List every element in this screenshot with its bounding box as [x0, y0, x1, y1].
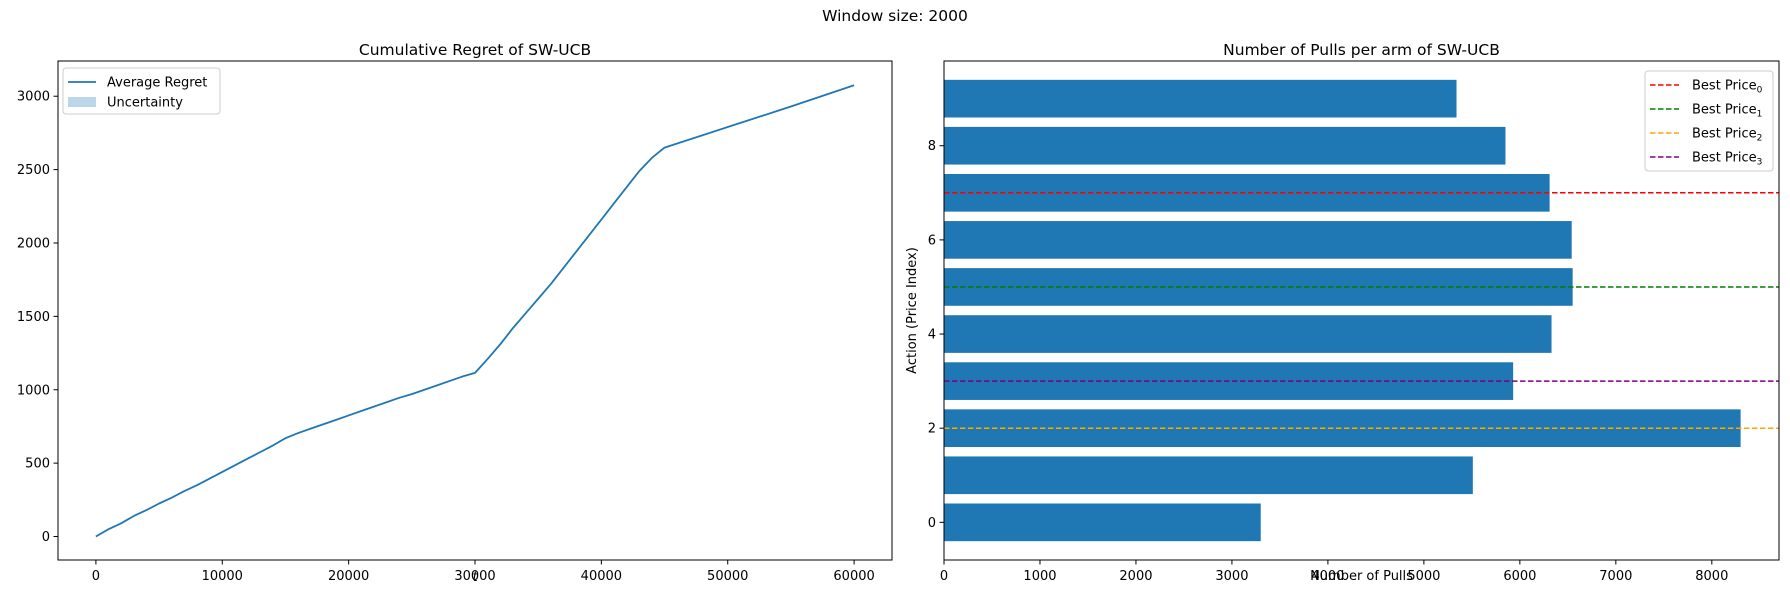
pulls-x-axis-label: Number of Pulls — [1310, 569, 1413, 584]
y-tick-label: 3000 — [17, 90, 50, 105]
regret-chart-title: Cumulative Regret of SW-UCB — [359, 41, 591, 59]
y-tick-label: 1500 — [17, 310, 50, 325]
legend-label-subscript: 0 — [1757, 86, 1763, 96]
y-tick-label: 2 — [928, 422, 936, 437]
legend-label-subscript: 1 — [1757, 110, 1763, 120]
y-tick-label: 2000 — [17, 236, 50, 251]
regret-axes-frame — [57, 60, 893, 561]
bar-arm-4 — [944, 315, 1552, 353]
legend-label: Best Price1 — [1692, 103, 1762, 120]
x-tick-label: 8000 — [1695, 569, 1728, 584]
legend-label-base: Best Price — [1692, 103, 1757, 118]
x-tick-label: 20000 — [328, 569, 369, 584]
legend-label: Best Price2 — [1692, 127, 1762, 144]
x-tick-label: 3000 — [1215, 569, 1248, 584]
x-tick-label: 60000 — [833, 569, 874, 584]
y-tick-label: 0 — [42, 530, 50, 545]
y-tick-label: 0 — [928, 516, 936, 531]
legend-label: Average Regret — [107, 76, 207, 91]
legend-patch-swatch — [68, 97, 96, 107]
legend-label: Uncertainty — [107, 96, 183, 111]
pulls-axes-frame — [943, 60, 1780, 561]
legend-label-base: Best Price — [1692, 127, 1757, 142]
legend-label-base: Best Price — [1692, 151, 1757, 166]
x-tick-label: 30000 — [454, 569, 495, 584]
x-tick-label: 6000 — [1503, 569, 1536, 584]
y-tick-label: 500 — [25, 457, 50, 472]
y-tick-label: 4 — [928, 328, 936, 343]
x-tick-label: 2000 — [1119, 569, 1152, 584]
regret-legend-frame — [62, 67, 221, 115]
x-tick-label: 5000 — [1407, 569, 1440, 584]
y-tick-label: 1000 — [17, 383, 50, 398]
bar-arm-6 — [944, 221, 1572, 259]
bar-arm-9 — [944, 79, 1457, 118]
pulls-y-axis-label: Action (Price Index) — [905, 247, 920, 374]
y-tick-label: 8 — [928, 139, 936, 154]
legend-label: Best Price3 — [1692, 151, 1762, 168]
legend-label: Best Price0 — [1692, 79, 1763, 96]
x-tick-label: 40000 — [581, 569, 622, 584]
x-tick-label: 7000 — [1599, 569, 1632, 584]
legend-label-base: Best Price — [1692, 79, 1757, 94]
x-tick-label: 0 — [940, 569, 948, 584]
bar-arm-1 — [944, 456, 1473, 495]
pulls-legend-frame — [1644, 70, 1774, 172]
y-tick-label: 2500 — [17, 163, 50, 178]
x-tick-label: 50000 — [707, 569, 748, 584]
pulls-chart: 0 1000 2000 3000 4000 5000 6000 7000 8000 0 2 4 6 8 Nu… — [905, 41, 1780, 584]
y-tick-label: 6 — [928, 233, 936, 248]
x-tick-label: 4000 — [1311, 569, 1344, 584]
x-tick-label: 10000 — [202, 569, 243, 584]
legend-label-subscript: 3 — [1757, 158, 1763, 168]
figure-suptitle: Window size: 2000 — [822, 7, 968, 25]
regret-chart: 0 10000 20000 30000 40000 50000 60000 0 500 1000 1… — [17, 41, 893, 585]
x-tick-label: 1000 — [1023, 569, 1056, 584]
regret-legend: Average Regret Uncertainty — [62, 67, 221, 115]
legend-label-subscript: 2 — [1757, 134, 1763, 144]
pulls-chart-title: Number of Pulls per arm of SW-UCB — [1223, 41, 1500, 59]
regret-x-axis-label: t — [472, 570, 478, 585]
bar-arm-8 — [944, 126, 1506, 165]
bar-arm-0 — [944, 503, 1261, 542]
regret-line — [95, 84, 855, 538]
x-tick-label: 0 — [92, 569, 100, 584]
